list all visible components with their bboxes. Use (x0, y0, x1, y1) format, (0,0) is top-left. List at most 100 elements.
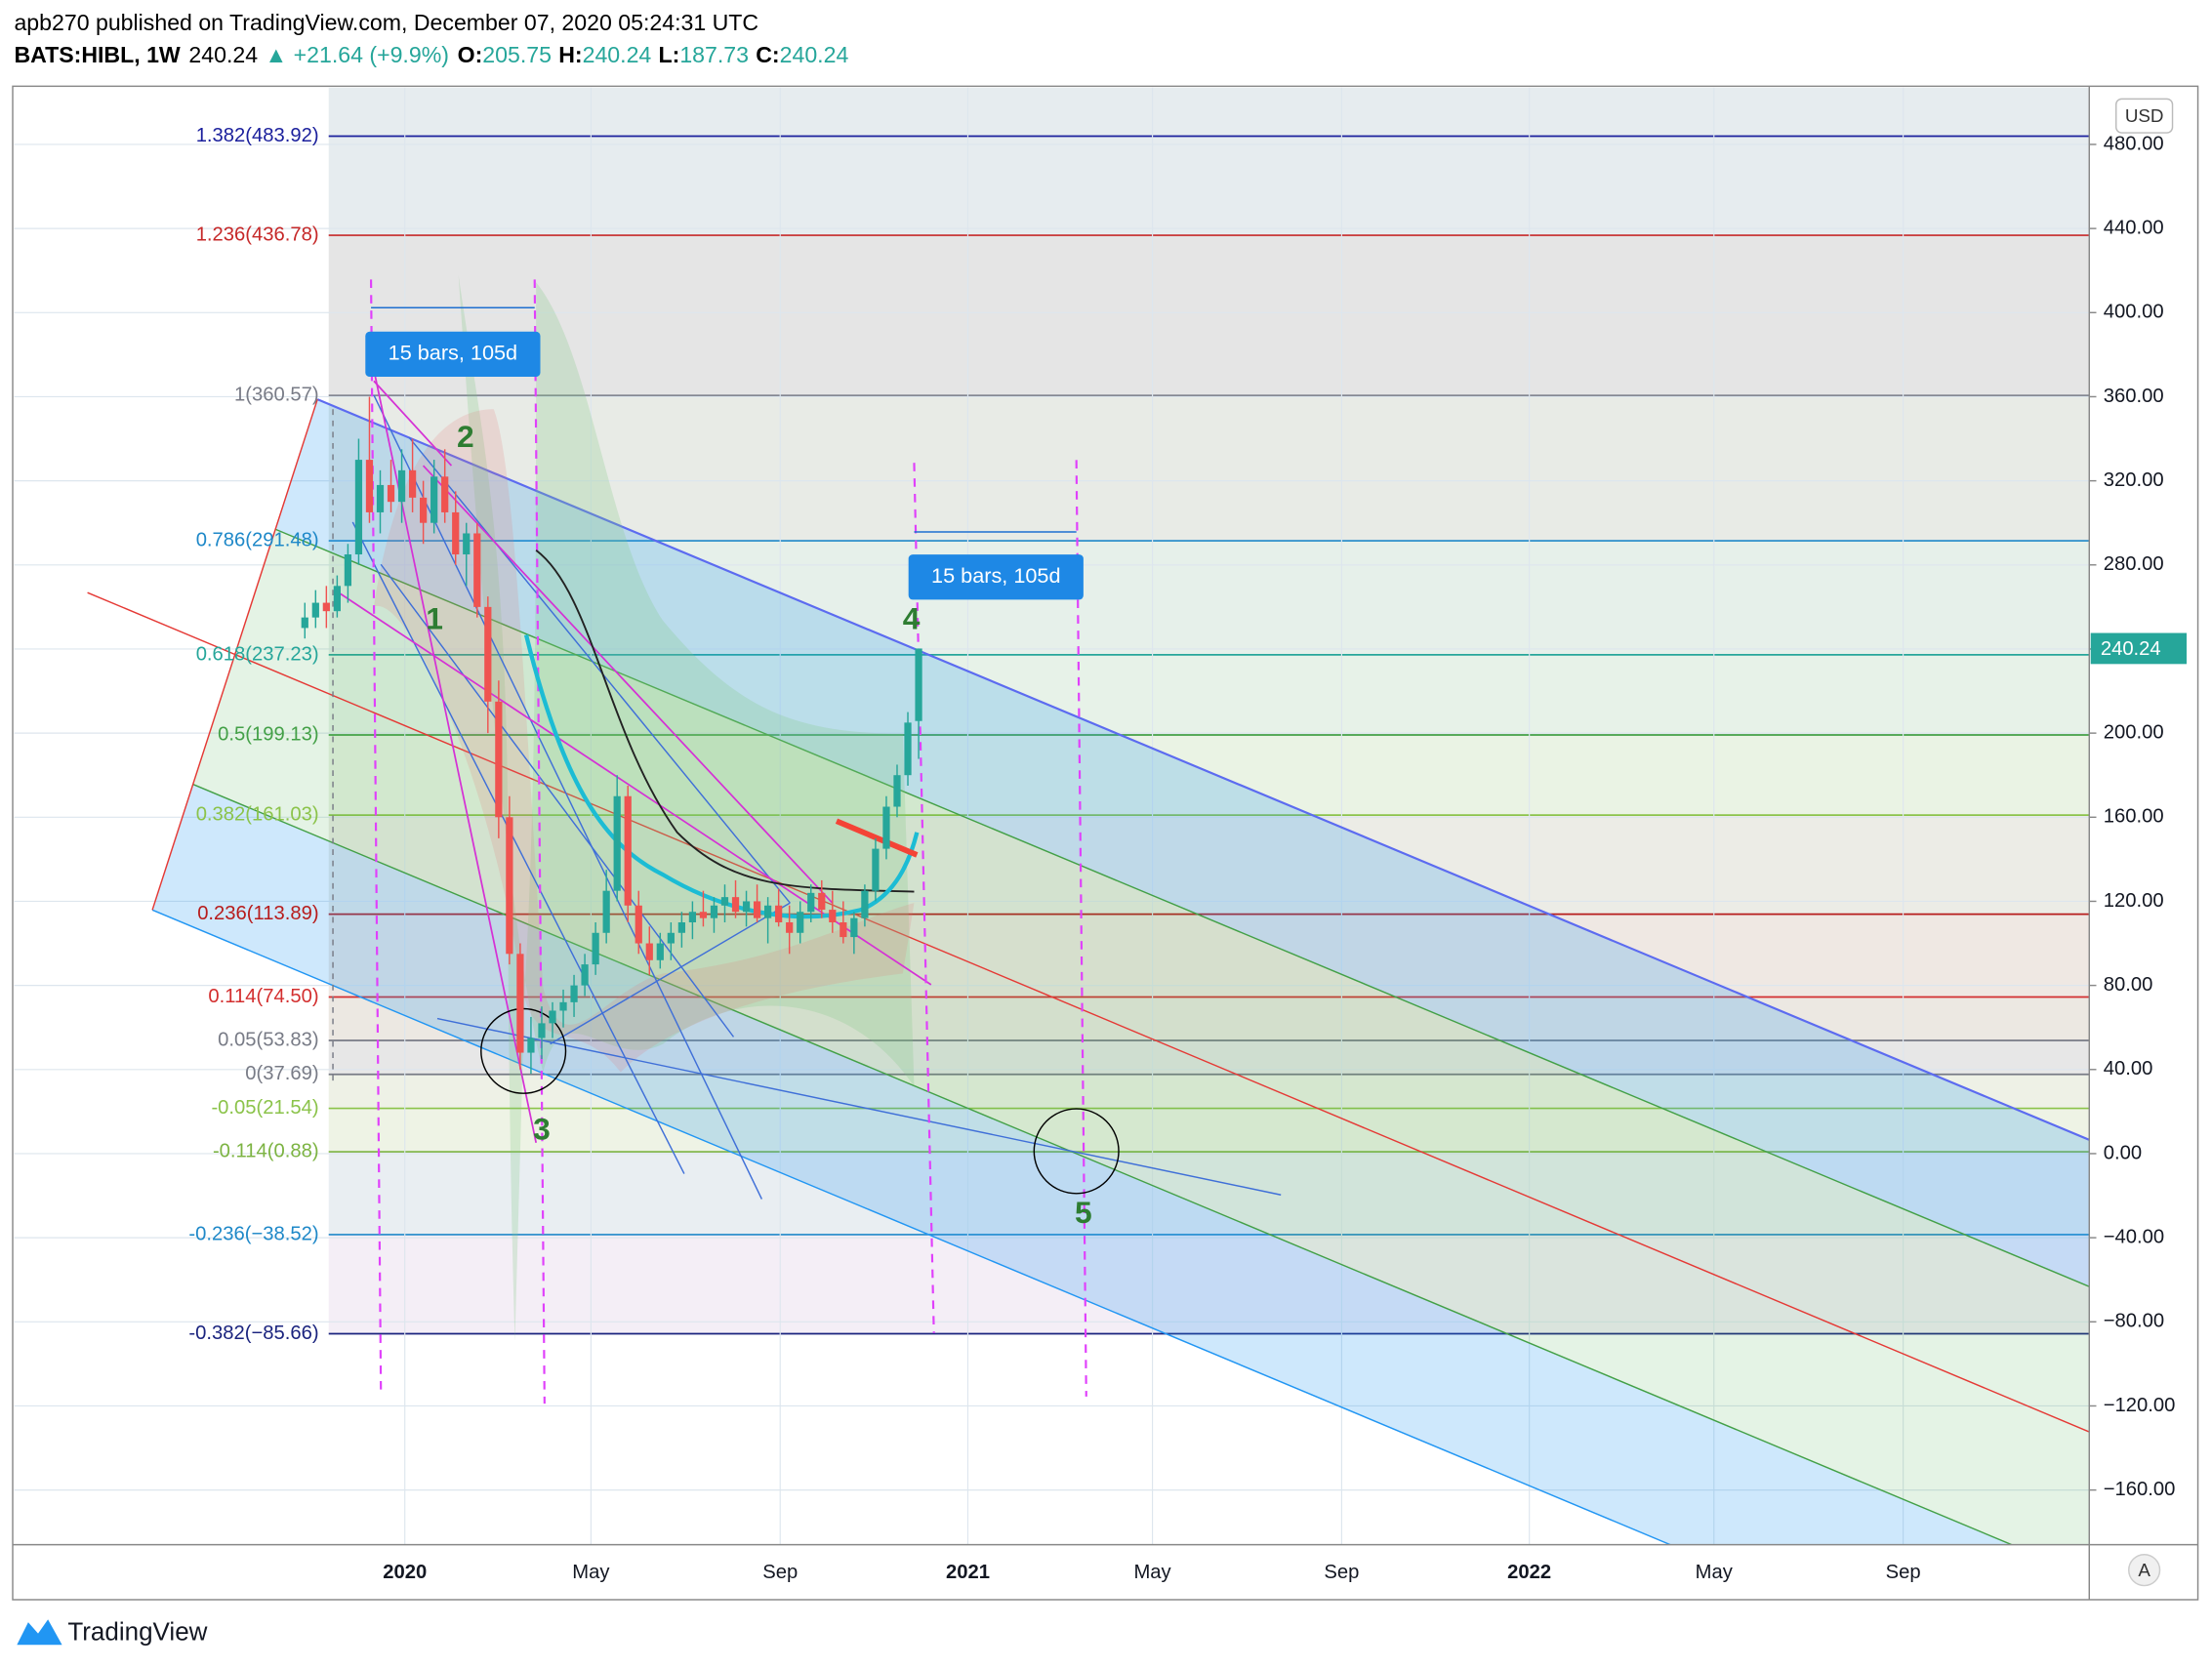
x-tick-label: Sep (1324, 1562, 1359, 1583)
candle-body (667, 932, 675, 944)
fib-band (328, 734, 2090, 816)
candles (301, 396, 922, 1075)
circle-marker (1033, 1108, 1120, 1195)
fib-label: -0.382(−85.66) (188, 1323, 318, 1344)
y-tick-label: 320.00 (2104, 469, 2164, 491)
candle-body (473, 533, 481, 607)
candle-body (484, 606, 492, 702)
legend: BATS:HIBL, 1W 240.24 ▲ +21.64 (+9.9%) O:205… (14, 42, 848, 67)
channel-line (151, 398, 318, 911)
candle-body (720, 897, 729, 906)
candle-body (581, 964, 589, 986)
candle-body (677, 921, 685, 933)
fib-label: 0.618(237.23) (196, 643, 319, 665)
fib-label: -0.05(21.54) (211, 1097, 318, 1119)
fib-label: 0.5(199.13) (218, 723, 318, 745)
candle-body (818, 892, 826, 911)
fib-band (328, 997, 2090, 1040)
price-tag-label: 240.24 (2101, 638, 2161, 660)
candle-body (516, 954, 524, 1053)
y-tick-label: −40.00 (2104, 1226, 2164, 1247)
currency-box (2115, 98, 2174, 134)
fib-label: 0(37.69) (245, 1063, 318, 1084)
scale-button[interactable] (2128, 1554, 2161, 1587)
ohlc-key: L: (659, 42, 680, 67)
fib-band (328, 1234, 2090, 1334)
candle-body (613, 795, 621, 891)
x-tick-label: May (572, 1562, 610, 1583)
candle-body (872, 848, 880, 891)
candle-body (333, 586, 341, 612)
brand: TradingView (67, 1617, 207, 1647)
candle-body (387, 484, 395, 503)
cloud (458, 274, 915, 1341)
wave-label: 2 (457, 419, 474, 454)
candle-body (829, 910, 837, 922)
last: 240.24 (188, 42, 258, 67)
ohlc-key: O: (458, 42, 483, 67)
candle-body (764, 905, 772, 918)
y-tick-label: 360.00 (2104, 386, 2164, 407)
candle-body (311, 602, 319, 618)
symbol: BATS:HIBL, 1W (14, 42, 180, 67)
change: ▲ +21.64 (+9.9%) (265, 42, 449, 67)
candle-body (344, 554, 352, 587)
labels: 1.382(483.92) 1.236(436.78) 1(360.57) 0.786… (188, 125, 2187, 1583)
logo (17, 1619, 62, 1646)
channel-line (316, 398, 2090, 1141)
candle-body (441, 476, 449, 512)
candle-body (775, 905, 783, 922)
fib-label: 0.236(113.89) (197, 903, 318, 924)
ohlc: 240.24 (583, 42, 652, 67)
fib-band (328, 914, 2090, 997)
fib-label: 0.382(161.03) (196, 803, 319, 825)
y-tick-label: 160.00 (2104, 806, 2164, 828)
y-tick-label: −160.00 (2104, 1479, 2176, 1500)
y-tick-label: −80.00 (2104, 1311, 2164, 1332)
x-tick-label: Sep (1886, 1562, 1921, 1583)
x-tick-label: Sep (762, 1562, 798, 1583)
candle-body (904, 722, 912, 776)
candle-body (840, 921, 847, 938)
candle-body (506, 817, 513, 955)
candle-body (592, 932, 599, 965)
candle-body (538, 1023, 546, 1038)
fib-band (328, 1108, 2090, 1153)
candle-body (624, 795, 632, 906)
candle-body (688, 912, 697, 922)
channel-fill (233, 529, 2090, 1433)
candle-body (570, 985, 578, 1002)
candle-body (786, 921, 794, 933)
fib-band (328, 815, 2090, 915)
candle-body (559, 1001, 567, 1011)
candle-body (549, 1010, 556, 1024)
ohlc: 240.24 (780, 42, 849, 67)
fib-band (328, 654, 2090, 735)
fib-bands (328, 87, 2090, 1545)
x-tick-label: 2021 (946, 1562, 990, 1583)
y-tick-label: 80.00 (2104, 974, 2153, 996)
fib-band (328, 235, 2090, 396)
fib-label: 1.382(483.92) (196, 125, 319, 146)
candle-body (882, 806, 890, 849)
candle-body (408, 469, 417, 498)
dashed-lines (369, 279, 1087, 1404)
channel-line (274, 528, 2090, 1287)
fib-label: 1.236(436.78) (196, 224, 319, 245)
y-tick-label: 0.00 (2104, 1142, 2142, 1163)
publisher: apb270 published on TradingView.com, Dec… (14, 10, 758, 35)
ohlc: 205.75 (482, 42, 552, 67)
fib-band (328, 1333, 2090, 1545)
candle-body (645, 943, 653, 960)
y-tick-label: −120.00 (2104, 1395, 2176, 1416)
currency: USD (2125, 105, 2164, 126)
candle-body (753, 901, 761, 918)
scale-mode[interactable]: A (2138, 1560, 2151, 1580)
candle-body (430, 476, 438, 523)
candle-body (861, 890, 869, 918)
fib-band (328, 87, 2090, 137)
fib-label: 0.114(74.50) (208, 986, 318, 1007)
fib-label: -0.236(−38.52) (188, 1223, 318, 1244)
